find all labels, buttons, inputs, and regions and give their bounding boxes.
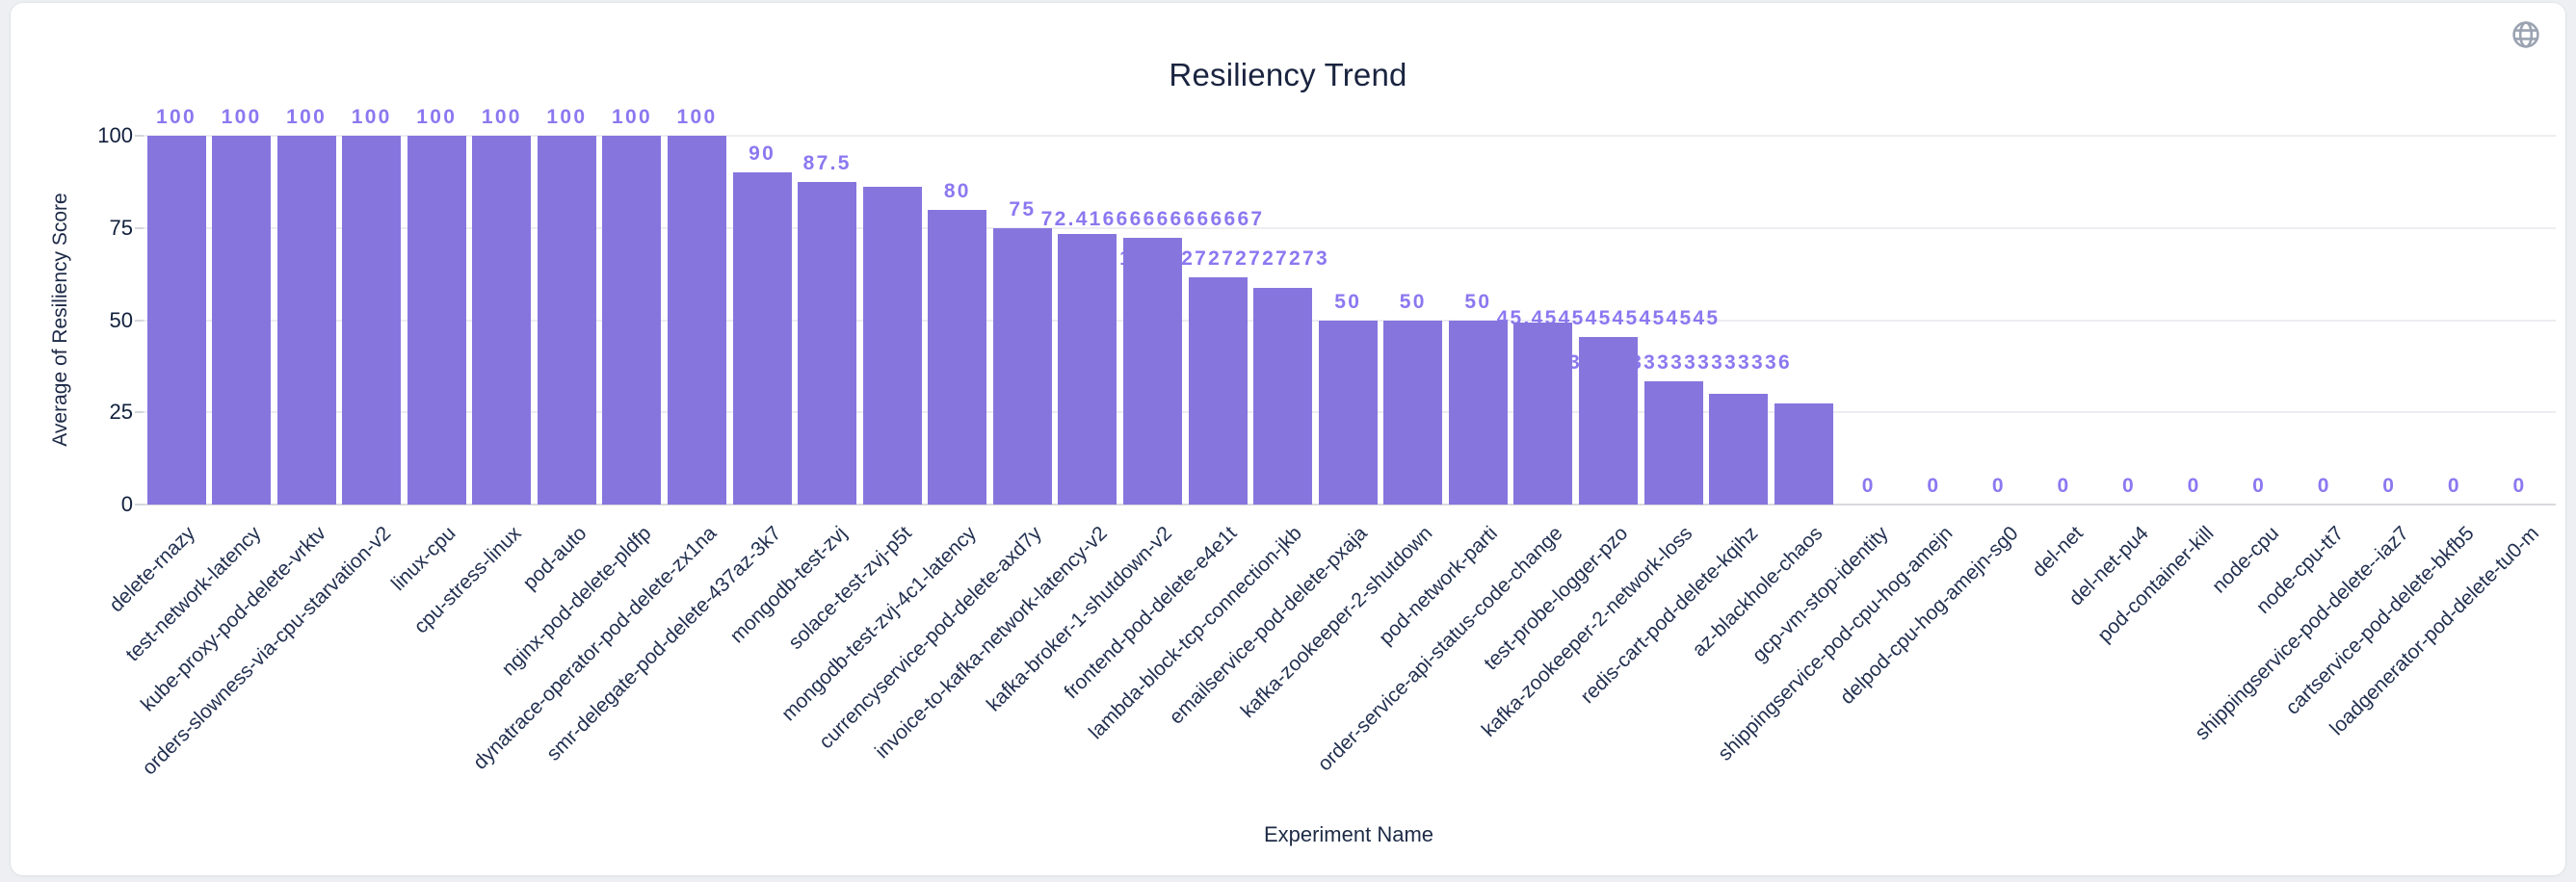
bar-value-label: 100 bbox=[481, 106, 522, 128]
bar-value-label: 0 bbox=[1861, 475, 1876, 497]
x-axis-label: invoice-to-kafka-network-latency-v2 bbox=[870, 522, 1112, 764]
bar-value-label: 87.5 bbox=[802, 151, 852, 174]
gridline bbox=[144, 226, 2556, 229]
bar-value-label: 0 bbox=[2252, 475, 2267, 497]
x-axis-label: orders-slowness-via-cpu-starvation-v2 bbox=[138, 522, 396, 780]
bar[interactable] bbox=[1643, 381, 1703, 505]
bar[interactable] bbox=[798, 181, 857, 505]
bar[interactable] bbox=[1709, 394, 1769, 505]
bar[interactable] bbox=[1058, 234, 1117, 505]
bar[interactable] bbox=[992, 227, 1052, 505]
bar[interactable] bbox=[1774, 403, 1833, 505]
bar-value-label: 0 bbox=[2512, 475, 2527, 497]
x-axis-label: shippingservice-pod-cpu-hog-amejn bbox=[1714, 522, 1958, 765]
bar-value-label: 100 bbox=[156, 106, 197, 128]
x-axis-label: dynatrace-operator-pod-delete-zx1na bbox=[468, 522, 722, 774]
bar-value-label: 80 bbox=[943, 179, 971, 202]
bar-value-label: 100 bbox=[286, 106, 328, 128]
y-tick-label: 0 bbox=[120, 492, 133, 516]
bar-value-label: 100 bbox=[546, 106, 588, 128]
x-axis-label: del-net bbox=[2028, 522, 2089, 582]
globe-icon[interactable] bbox=[2512, 21, 2539, 48]
bar[interactable] bbox=[602, 136, 662, 505]
bar-value-label: 75 bbox=[1009, 197, 1037, 220]
bar-value-label: 0 bbox=[2317, 475, 2331, 497]
bar-value-label: 0 bbox=[2382, 475, 2397, 497]
y-tick-label: 75 bbox=[109, 215, 133, 240]
bar[interactable] bbox=[1253, 288, 1313, 505]
x-axis-label: mongodb-test-zvj bbox=[725, 522, 852, 648]
bar-value-label: 0 bbox=[2057, 475, 2071, 497]
bar-value-label: 50 bbox=[1464, 290, 1492, 313]
y-tick-mark bbox=[135, 226, 144, 229]
y-tick-label: 100 bbox=[97, 123, 133, 147]
x-axis-label: solace-test-zvj-p5t bbox=[784, 522, 916, 655]
x-axis-title: Experiment Name bbox=[1263, 822, 1434, 846]
bar-value-label: 100 bbox=[676, 106, 718, 128]
y-tick-mark bbox=[135, 411, 144, 414]
bar-value-label: 50 bbox=[1334, 290, 1362, 313]
bar-value-label: 100 bbox=[221, 106, 262, 128]
x-axis-label: pod-container-kill bbox=[2092, 522, 2219, 647]
bar[interactable] bbox=[1123, 237, 1183, 505]
y-tick-label: 50 bbox=[109, 307, 133, 332]
x-axis-label: pod-network-parti bbox=[1375, 522, 1502, 650]
bar[interactable] bbox=[1318, 320, 1378, 505]
bar-value-label: 72.41666666666667 bbox=[1040, 207, 1265, 230]
bar[interactable] bbox=[862, 186, 922, 505]
x-axis-line bbox=[144, 504, 2556, 506]
bar[interactable] bbox=[212, 136, 272, 505]
y-tick-mark bbox=[135, 135, 144, 137]
bar[interactable] bbox=[472, 136, 532, 505]
x-axis-label: smr-delegate-pod-delete-437az-3k7 bbox=[542, 522, 786, 765]
bar-value-label: 50 bbox=[1399, 290, 1427, 313]
bar-value-label: 100 bbox=[416, 106, 458, 128]
bar[interactable] bbox=[342, 136, 402, 505]
bar[interactable] bbox=[928, 209, 987, 505]
bar-value-label: 0 bbox=[1927, 475, 1941, 497]
bar[interactable] bbox=[276, 136, 336, 505]
bar-value-label: 100 bbox=[351, 106, 392, 128]
plot-area: 0 25 50 75 100 100 delete-rnazy 100 test-network… bbox=[97, 107, 2556, 779]
bar[interactable] bbox=[1188, 276, 1248, 505]
gridline bbox=[144, 135, 2556, 137]
chart-card: Resiliency Trend Average of Resiliency S… bbox=[10, 2, 2566, 876]
bar-value-label: 0 bbox=[2122, 475, 2137, 497]
bar-value-label: 0 bbox=[2187, 475, 2201, 497]
bar[interactable] bbox=[1513, 322, 1573, 505]
y-tick-label: 25 bbox=[109, 400, 133, 425]
bar-value-label: 90 bbox=[749, 143, 776, 166]
bar[interactable] bbox=[1383, 320, 1443, 505]
bar[interactable] bbox=[1578, 336, 1638, 505]
bar[interactable] bbox=[146, 136, 206, 505]
x-axis-label: order-service-api-status-code-change bbox=[1313, 522, 1567, 776]
bar[interactable] bbox=[407, 136, 466, 505]
bar-value-label: 100 bbox=[611, 106, 652, 128]
y-tick-mark bbox=[135, 319, 144, 322]
chart-title: Resiliency Trend bbox=[1169, 57, 1407, 92]
bar[interactable] bbox=[668, 136, 727, 505]
bar-value-label: 0 bbox=[2447, 475, 2461, 497]
bar[interactable] bbox=[732, 172, 792, 505]
y-tick-mark bbox=[135, 504, 144, 506]
bar[interactable] bbox=[1448, 320, 1508, 505]
bar-value-label: 0 bbox=[1991, 475, 2006, 497]
bar[interactable] bbox=[537, 136, 596, 505]
